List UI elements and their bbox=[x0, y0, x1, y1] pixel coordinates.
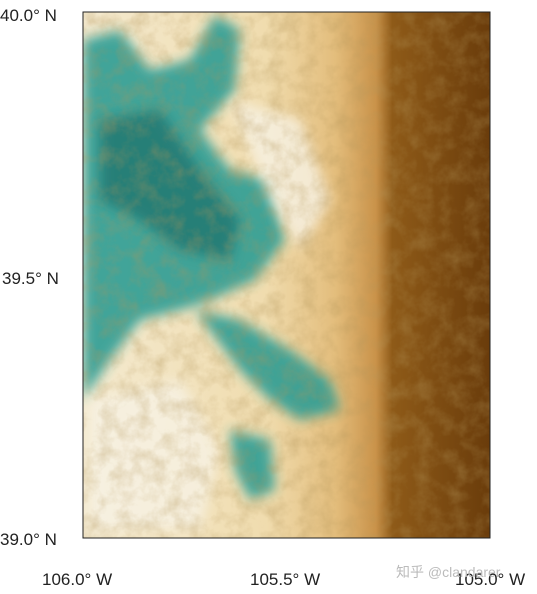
watermark: 知乎 @clandarer bbox=[396, 564, 501, 580]
lon-label: 105.5° W bbox=[250, 570, 321, 589]
lon-label: 106.0° W bbox=[42, 570, 113, 589]
map-frame bbox=[82, 11, 491, 539]
lat-label: 40.0° N bbox=[0, 6, 57, 25]
lon-label: 105.0° W bbox=[455, 570, 526, 589]
lat-label: 39.0° N bbox=[0, 530, 57, 549]
lat-label: 39.5° N bbox=[2, 269, 59, 288]
